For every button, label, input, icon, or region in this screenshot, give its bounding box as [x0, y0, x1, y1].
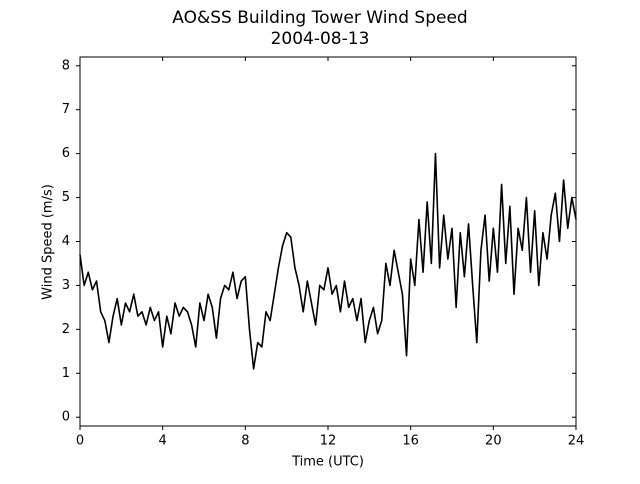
- y-tick-label: 5: [62, 190, 70, 205]
- data-line: [79, 152, 577, 370]
- chart-title: AO&SS Building Tower Wind Speed: [172, 8, 467, 28]
- y-tick-label: 0: [62, 410, 70, 425]
- x-axis-label: Time (UTC): [291, 455, 364, 470]
- chart-subtitle: 2004-08-13: [271, 29, 370, 49]
- x-tick-label: 24: [568, 434, 585, 449]
- y-tick-label: 2: [62, 322, 70, 337]
- plot-frame: [79, 56, 577, 427]
- y-tick-label: 6: [62, 146, 70, 161]
- x-tick-label: 4: [159, 434, 167, 449]
- x-tick-label: 12: [320, 434, 337, 449]
- x-tick-label: 20: [485, 434, 502, 449]
- y-tick-label: 4: [62, 234, 70, 249]
- x-tick-label: 0: [76, 434, 84, 449]
- y-tick-label: 3: [62, 278, 70, 293]
- y-tick-label: 7: [62, 102, 70, 117]
- y-tick-label: 8: [62, 58, 70, 73]
- y-axis-label: Wind Speed (m/s): [41, 184, 56, 300]
- y-tick-label: 1: [62, 366, 70, 381]
- x-tick-label: 16: [402, 434, 419, 449]
- x-tick-label: 8: [241, 434, 249, 449]
